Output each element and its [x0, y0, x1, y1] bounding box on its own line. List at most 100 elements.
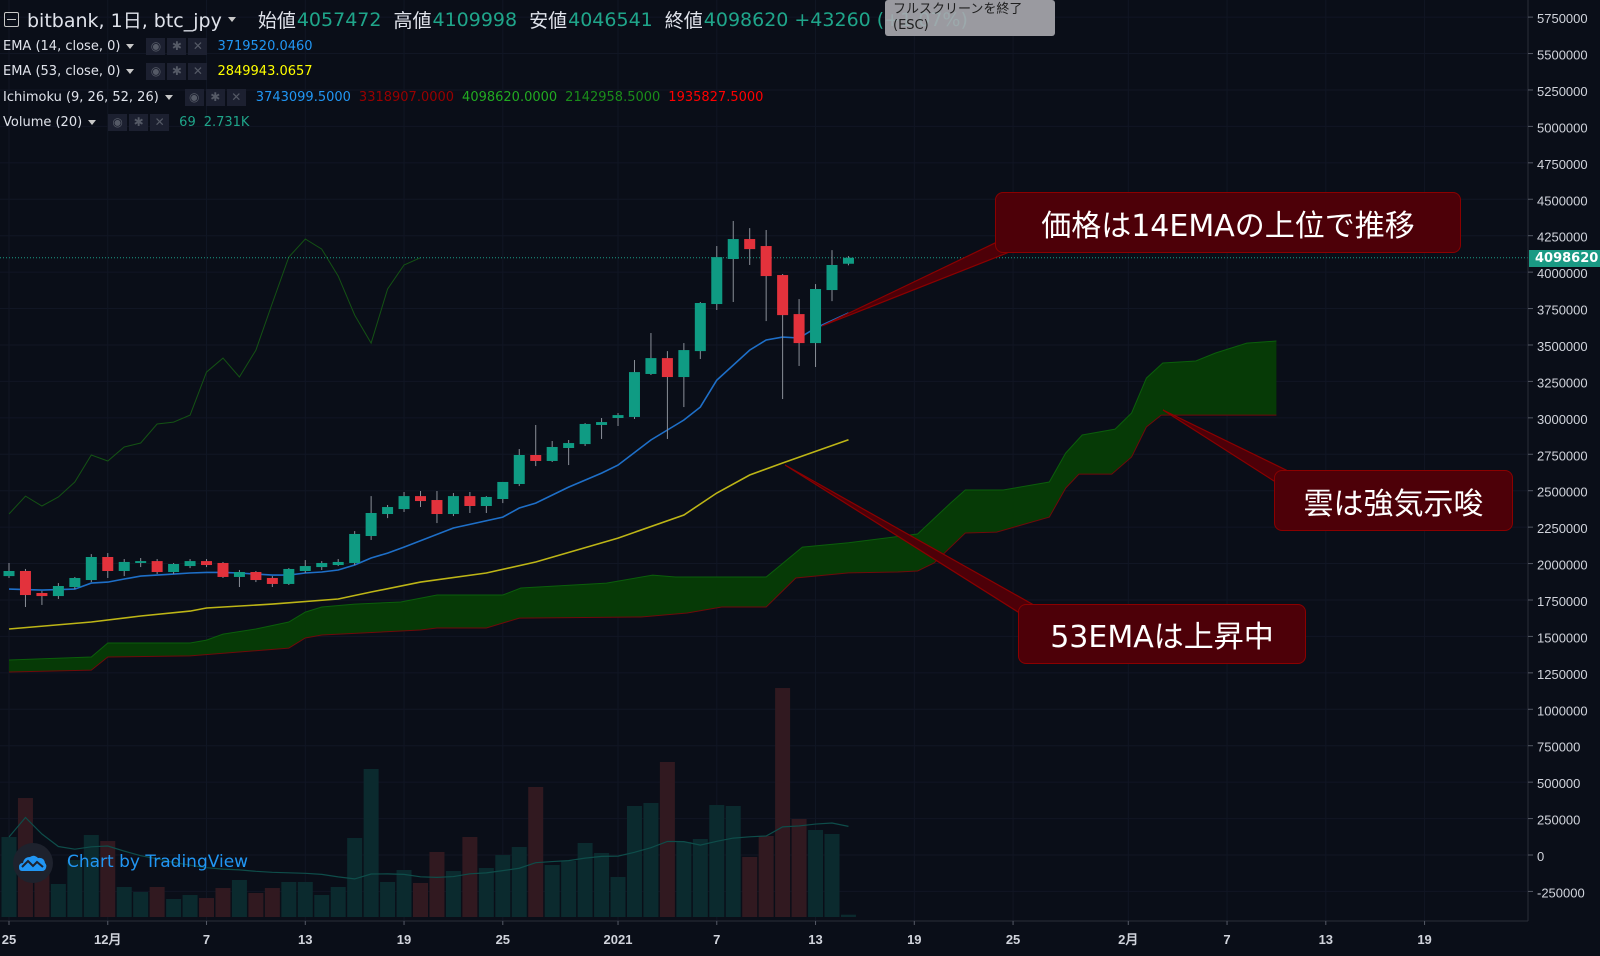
annotation-price-above-ema14[interactable]: 価格は14EMAの上位で推移 — [995, 192, 1461, 253]
indicator-row: EMA (53, close, 0) ◉ ✱ ✕ 2849943.0657 — [3, 63, 313, 80]
price-tick-label: 4750000 — [1537, 157, 1588, 172]
candle-body — [266, 577, 278, 584]
volume-bar — [692, 838, 708, 917]
volume-bar — [462, 837, 478, 917]
annotation-pointer — [1162, 409, 1288, 482]
candle-body — [628, 372, 640, 417]
low-label: 安値 — [529, 10, 568, 32]
volume-bar — [643, 802, 659, 917]
high-label: 高値 — [393, 10, 432, 32]
time-tick-label: 7 — [203, 932, 210, 947]
remove-close-icon[interactable]: ✕ — [188, 63, 208, 80]
volume-bar — [594, 852, 610, 917]
indicator-dropdown-icon[interactable] — [88, 120, 97, 125]
indicator-row: Ichimoku (9, 26, 52, 26) ◉ ✱ ✕ 3743099.5000 3… — [3, 89, 763, 106]
volume-bar — [314, 895, 330, 917]
candle-body — [299, 566, 311, 571]
volume-bar — [445, 871, 461, 917]
volume-bar — [166, 898, 182, 917]
annotation-ema53-rising[interactable]: 53EMAは上昇中 — [1018, 604, 1306, 664]
indicator-value: 4098620.0000 — [462, 90, 558, 105]
settings-gear-icon[interactable]: ✱ — [167, 38, 187, 55]
annotation-text: 53EMAは上昇中 — [1050, 620, 1274, 655]
volume-ma-line — [8, 816, 849, 880]
volume-bar — [67, 859, 83, 917]
volume-bar — [824, 834, 840, 917]
indicator-name[interactable]: Ichimoku (9, 26, 52, 26) — [3, 90, 159, 105]
indicator-row: EMA (14, close, 0) ◉ ✱ ✕ 3719520.0460 — [3, 38, 313, 55]
indicator-row: Volume (20) ◉ ✱ ✕ 69 2.731K — [3, 114, 249, 131]
volume-bar — [281, 881, 297, 917]
candle-body — [579, 423, 591, 445]
remove-close-icon[interactable]: ✕ — [226, 89, 246, 106]
price-tick-label: 3750000 — [1537, 303, 1588, 318]
candle-body — [464, 496, 476, 507]
volume-bar — [231, 879, 247, 917]
ema14-line — [8, 312, 849, 591]
annotation-text: 雲は強気示唆 — [1303, 486, 1484, 522]
candle-body — [36, 592, 48, 597]
candle-body — [3, 570, 15, 577]
candle-body — [69, 577, 81, 588]
remove-close-icon[interactable]: ✕ — [150, 114, 170, 131]
price-tick-label: 5250000 — [1537, 84, 1588, 99]
volume-bar — [116, 887, 132, 917]
remove-close-icon[interactable]: ✕ — [188, 38, 208, 55]
candle-body — [135, 561, 147, 563]
volume-bar — [199, 898, 215, 917]
visibility-eye-icon[interactable]: ◉ — [108, 114, 128, 131]
indicator-dropdown-icon[interactable] — [126, 44, 135, 49]
candle-body — [447, 496, 459, 515]
tradingview-logo[interactable] — [13, 843, 53, 883]
symbol-title[interactable]: bitbank, 1日, btc_jpy — [27, 10, 222, 32]
visibility-eye-icon[interactable]: ◉ — [146, 63, 166, 80]
volume-bar — [775, 688, 791, 917]
volume-bar — [429, 851, 445, 917]
visibility-eye-icon[interactable]: ◉ — [146, 38, 166, 55]
tooltip-line1: フルスクリーンを終了 — [893, 2, 1023, 17]
volume-bar — [182, 895, 198, 917]
candle-body — [118, 561, 130, 571]
chart-by-tradingview-link[interactable]: Chart by TradingView — [67, 852, 249, 872]
collapse-legend-icon[interactable] — [4, 12, 19, 27]
candle-body — [365, 512, 377, 537]
volume-bar — [215, 888, 231, 917]
volume-bar — [495, 855, 511, 917]
price-tick-label: 1750000 — [1537, 594, 1588, 609]
indicator-dropdown-icon[interactable] — [126, 69, 135, 74]
price-tick-label: 5750000 — [1537, 11, 1588, 26]
price-tick-label: 5500000 — [1537, 48, 1588, 63]
candle-body — [711, 257, 723, 305]
current-price-label: 4098620 — [1529, 250, 1600, 267]
volume-bar — [396, 869, 412, 917]
candle-body — [217, 562, 229, 577]
price-tick-label: 750000 — [1537, 740, 1580, 755]
volume-bar — [561, 861, 577, 917]
settings-gear-icon[interactable]: ✱ — [205, 89, 225, 106]
volume-bar — [248, 892, 264, 917]
candle-body — [184, 561, 196, 567]
settings-gear-icon[interactable]: ✱ — [167, 63, 187, 80]
symbol-dropdown-icon[interactable] — [227, 17, 236, 22]
price-tick-label: 4250000 — [1537, 230, 1588, 245]
candle-body — [85, 557, 97, 581]
indicator-dropdown-icon[interactable] — [164, 95, 173, 100]
indicator-name[interactable]: Volume (20) — [3, 115, 83, 130]
symbol-row: bitbank, 1日, btc_jpy 始値 4057472 高値 4109998… — [4, 6, 968, 33]
candle-body — [283, 568, 295, 584]
annotation-cloud-bullish[interactable]: 雲は強気示唆 — [1274, 470, 1513, 531]
settings-gear-icon[interactable]: ✱ — [129, 114, 149, 131]
candle-body — [480, 496, 492, 507]
volume-bar — [676, 841, 692, 917]
candle-body — [431, 500, 443, 515]
volume-bar — [791, 818, 807, 917]
price-tick-label: 1500000 — [1537, 630, 1588, 645]
time-tick-label: 2021 — [604, 932, 633, 947]
price-tick-label: 1000000 — [1537, 703, 1588, 718]
indicator-name[interactable]: EMA (14, close, 0) — [3, 39, 121, 54]
candle-body — [563, 443, 575, 449]
candle-body — [250, 572, 262, 581]
indicator-name[interactable]: EMA (53, close, 0) — [3, 64, 121, 79]
visibility-eye-icon[interactable]: ◉ — [184, 89, 204, 106]
